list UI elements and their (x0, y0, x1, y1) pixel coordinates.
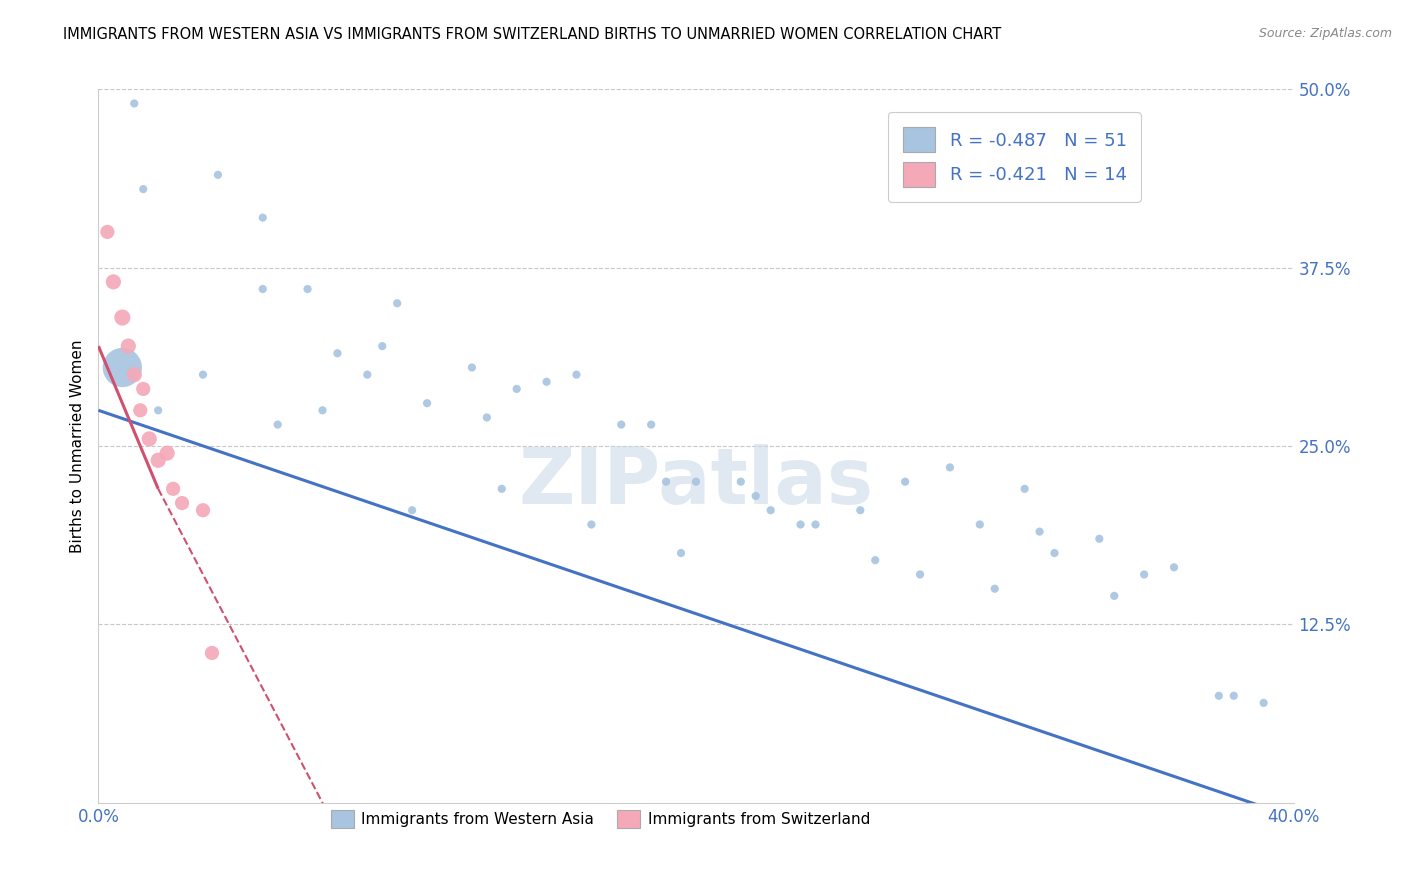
Point (371, 339, 394, 353)
Point (685, 475, 707, 489)
Point (1208, 689, 1230, 703)
Point (1043, 546, 1066, 560)
Point (984, 582, 1007, 596)
Point (536, 375, 558, 389)
Point (894, 475, 917, 489)
Point (117, 339, 139, 353)
Text: Source: ZipAtlas.com: Source: ZipAtlas.com (1258, 27, 1392, 40)
Point (138, 432, 160, 446)
Point (865, 553, 887, 567)
Point (207, 168, 229, 182)
Point (461, 360, 484, 375)
Point (124, 96, 146, 111)
Point (252, 211, 274, 225)
Point (252, 282, 274, 296)
Point (1133, 567, 1156, 582)
Y-axis label: Births to Unmarried Women: Births to Unmarried Women (69, 339, 84, 553)
Point (1253, 696, 1275, 710)
Point (132, 182, 155, 196)
Point (148, 403, 170, 417)
Point (201, 646, 224, 660)
Point (132, 382, 155, 396)
Point (96, 225, 118, 239)
Point (156, 446, 179, 460)
Point (789, 517, 811, 532)
Point (655, 475, 678, 489)
Point (326, 346, 349, 360)
Point (1014, 482, 1036, 496)
Point (581, 517, 603, 532)
Point (475, 410, 498, 425)
Point (111, 310, 134, 325)
Point (759, 503, 782, 517)
Point (730, 475, 752, 489)
Point (191, 368, 214, 382)
Point (908, 567, 931, 582)
Point (969, 517, 991, 532)
Point (356, 368, 378, 382)
Point (103, 275, 125, 289)
Point (1088, 532, 1111, 546)
Point (162, 482, 184, 496)
Legend: Immigrants from Western Asia, Immigrants from Switzerland: Immigrants from Western Asia, Immigrants… (325, 804, 876, 834)
Point (416, 396, 439, 410)
Point (745, 489, 768, 503)
Point (129, 403, 152, 417)
Point (172, 496, 194, 510)
Point (506, 382, 529, 396)
Point (297, 282, 319, 296)
Point (311, 403, 333, 417)
Point (385, 296, 409, 310)
Point (267, 417, 290, 432)
Point (610, 417, 633, 432)
Point (1028, 524, 1050, 539)
Point (849, 503, 872, 517)
Point (1163, 560, 1185, 574)
Text: ZIPatlas: ZIPatlas (519, 443, 873, 520)
Point (640, 417, 662, 432)
Point (939, 460, 962, 475)
Point (491, 482, 513, 496)
Point (804, 517, 827, 532)
Point (401, 503, 423, 517)
Point (1104, 589, 1126, 603)
Point (565, 368, 588, 382)
Point (124, 368, 146, 382)
Point (191, 503, 214, 517)
Text: IMMIGRANTS FROM WESTERN ASIA VS IMMIGRANTS FROM SWITZERLAND BIRTHS TO UNMARRIED : IMMIGRANTS FROM WESTERN ASIA VS IMMIGRAN… (63, 27, 1001, 42)
Point (1223, 689, 1246, 703)
Point (148, 453, 170, 467)
Point (669, 546, 692, 560)
Point (111, 360, 134, 375)
